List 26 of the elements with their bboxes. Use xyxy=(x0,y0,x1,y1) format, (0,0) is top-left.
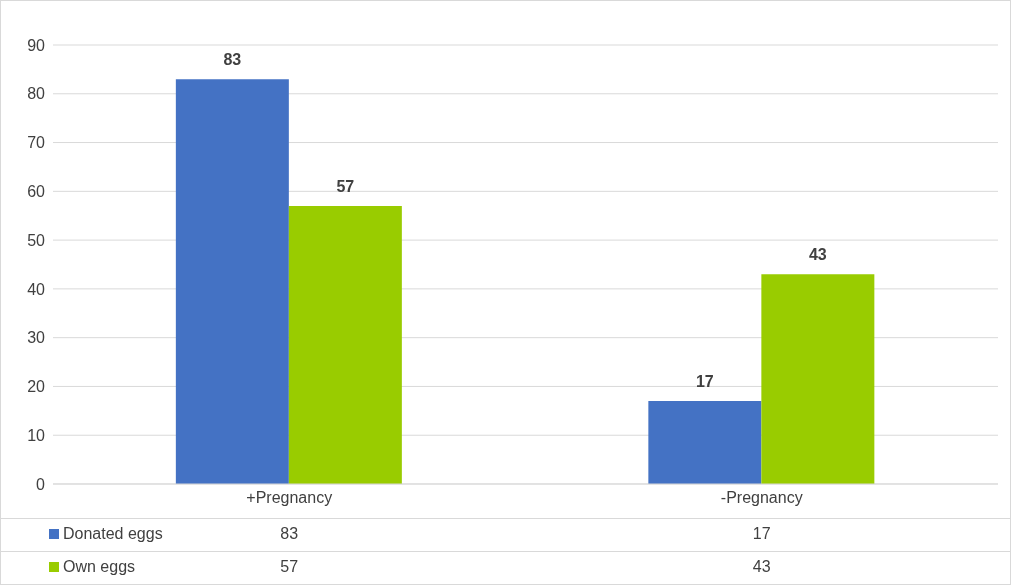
y-tick-label: 60 xyxy=(27,183,46,201)
y-tick-label: 10 xyxy=(27,426,46,444)
data-label: 17 xyxy=(751,525,772,543)
legend-label: Own eggs xyxy=(63,558,136,576)
x-tick-label: -Pregnancy xyxy=(720,489,803,507)
y-tick-label: 50 xyxy=(27,231,46,249)
y-tick-label: 90 xyxy=(27,36,46,54)
data-label: 57 xyxy=(280,558,299,575)
y-tick-label: 80 xyxy=(27,85,46,103)
y-tick-label: 30 xyxy=(27,329,46,347)
bar xyxy=(761,274,875,484)
bar xyxy=(175,79,289,484)
data-label: 83 xyxy=(280,525,299,542)
y-tick-label: 40 xyxy=(27,280,46,298)
y-tick-label: 20 xyxy=(27,378,46,396)
annotation: 43 xyxy=(808,246,827,264)
y-tick-label: 0 xyxy=(36,475,46,493)
annotation: 17 xyxy=(695,373,714,391)
data-label: 43 xyxy=(751,558,772,576)
annotation: 57 xyxy=(336,177,355,195)
x-tick-label: +Pregnancy xyxy=(246,489,333,507)
bar xyxy=(648,401,762,484)
y-tick-label: 70 xyxy=(27,134,46,152)
annotation: 83 xyxy=(223,51,242,69)
bar xyxy=(288,205,402,484)
legend-label: Donated eggs xyxy=(63,525,163,543)
